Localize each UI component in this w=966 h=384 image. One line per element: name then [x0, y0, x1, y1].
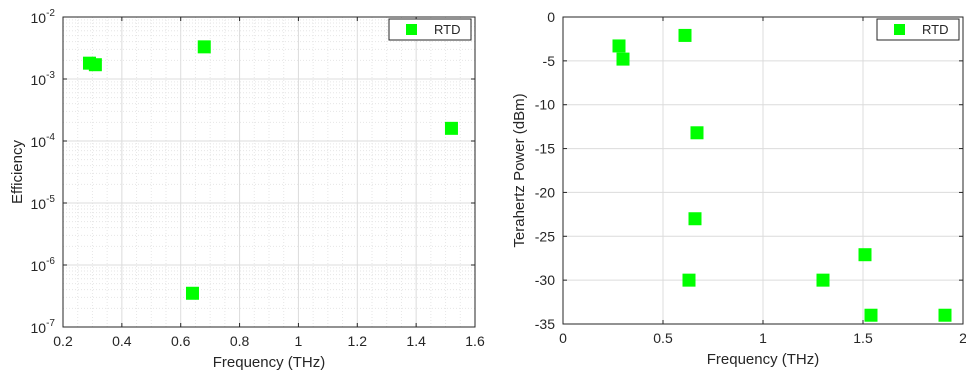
- y-tick-label: -35: [535, 316, 555, 332]
- data-point-marker: [678, 28, 692, 42]
- y-tick-label: 10-4: [31, 132, 56, 150]
- y-tick-label: -5: [543, 53, 556, 69]
- x-tick-label: 1.2: [348, 333, 368, 349]
- x-tick-label: 1.6: [465, 333, 485, 349]
- y-tick-label: 10-7: [31, 318, 56, 336]
- y-tick-label: 10-6: [31, 256, 56, 274]
- y-tick-label: 10-2: [31, 8, 56, 26]
- legend-marker: [406, 24, 417, 35]
- y-tick-label: -30: [535, 272, 555, 288]
- plot-area: [63, 17, 475, 327]
- data-point-marker: [612, 39, 626, 53]
- x-tick-label: 1: [759, 330, 767, 346]
- data-point-marker: [938, 308, 952, 322]
- legend-marker: [894, 24, 905, 35]
- y-tick-label: 10-5: [31, 194, 56, 212]
- y-axis-label: Terahertz Power (dBm): [511, 93, 528, 247]
- chart-1: 0.2 0.4 0.6 0.8 1 1.2 1.4 1.6 10-7 10-6 10-5 10-4 10…: [9, 8, 485, 371]
- y-tick-label: -20: [535, 184, 555, 200]
- x-tick-label: 0: [559, 330, 567, 346]
- x-axis-label: Frequency (THz): [707, 351, 820, 368]
- y-tick-label: 10-3: [31, 70, 56, 88]
- x-tick-label: 0.4: [112, 333, 132, 349]
- data-point-marker: [682, 273, 696, 287]
- legend-label: RTD: [434, 22, 460, 37]
- data-point-marker: [858, 248, 872, 262]
- x-tick-label: 1.4: [406, 333, 426, 349]
- y-tick-label: -25: [535, 228, 555, 244]
- legend: RTD: [876, 18, 960, 41]
- x-tick-label: 0.6: [171, 333, 191, 349]
- data-point-marker: [816, 273, 830, 287]
- x-tick-label: 2: [959, 330, 966, 346]
- x-tick-label: 1: [295, 333, 303, 349]
- data-point-marker: [688, 212, 702, 226]
- legend-label: RTD: [922, 22, 948, 37]
- y-tick-label: 0: [547, 9, 555, 25]
- y-tick-label: -10: [535, 97, 555, 113]
- x-tick-label: 0.5: [653, 330, 673, 346]
- y-tick-label: -15: [535, 141, 555, 157]
- data-point-marker: [690, 126, 704, 140]
- axes-frame: [62, 16, 476, 328]
- x-tick-label: 1.5: [853, 330, 873, 346]
- x-tick-label: 0.8: [230, 333, 250, 349]
- legend: RTD: [388, 18, 472, 41]
- data-point-marker: [444, 121, 458, 135]
- x-axis-label: Frequency (THz): [213, 354, 326, 371]
- chart-2: 0 0.5 1 1.5 2 0 -5 -10 -15 -20 -25 -30 -35 Frequency …: [511, 9, 966, 368]
- data-point-marker: [197, 40, 211, 54]
- data-point-marker: [864, 308, 878, 322]
- y-axis-label: Efficiency: [9, 140, 26, 204]
- data-point-marker: [88, 58, 102, 72]
- data-point-marker: [185, 286, 199, 300]
- x-tick-label: 0.2: [53, 333, 73, 349]
- data-point-marker: [616, 52, 630, 66]
